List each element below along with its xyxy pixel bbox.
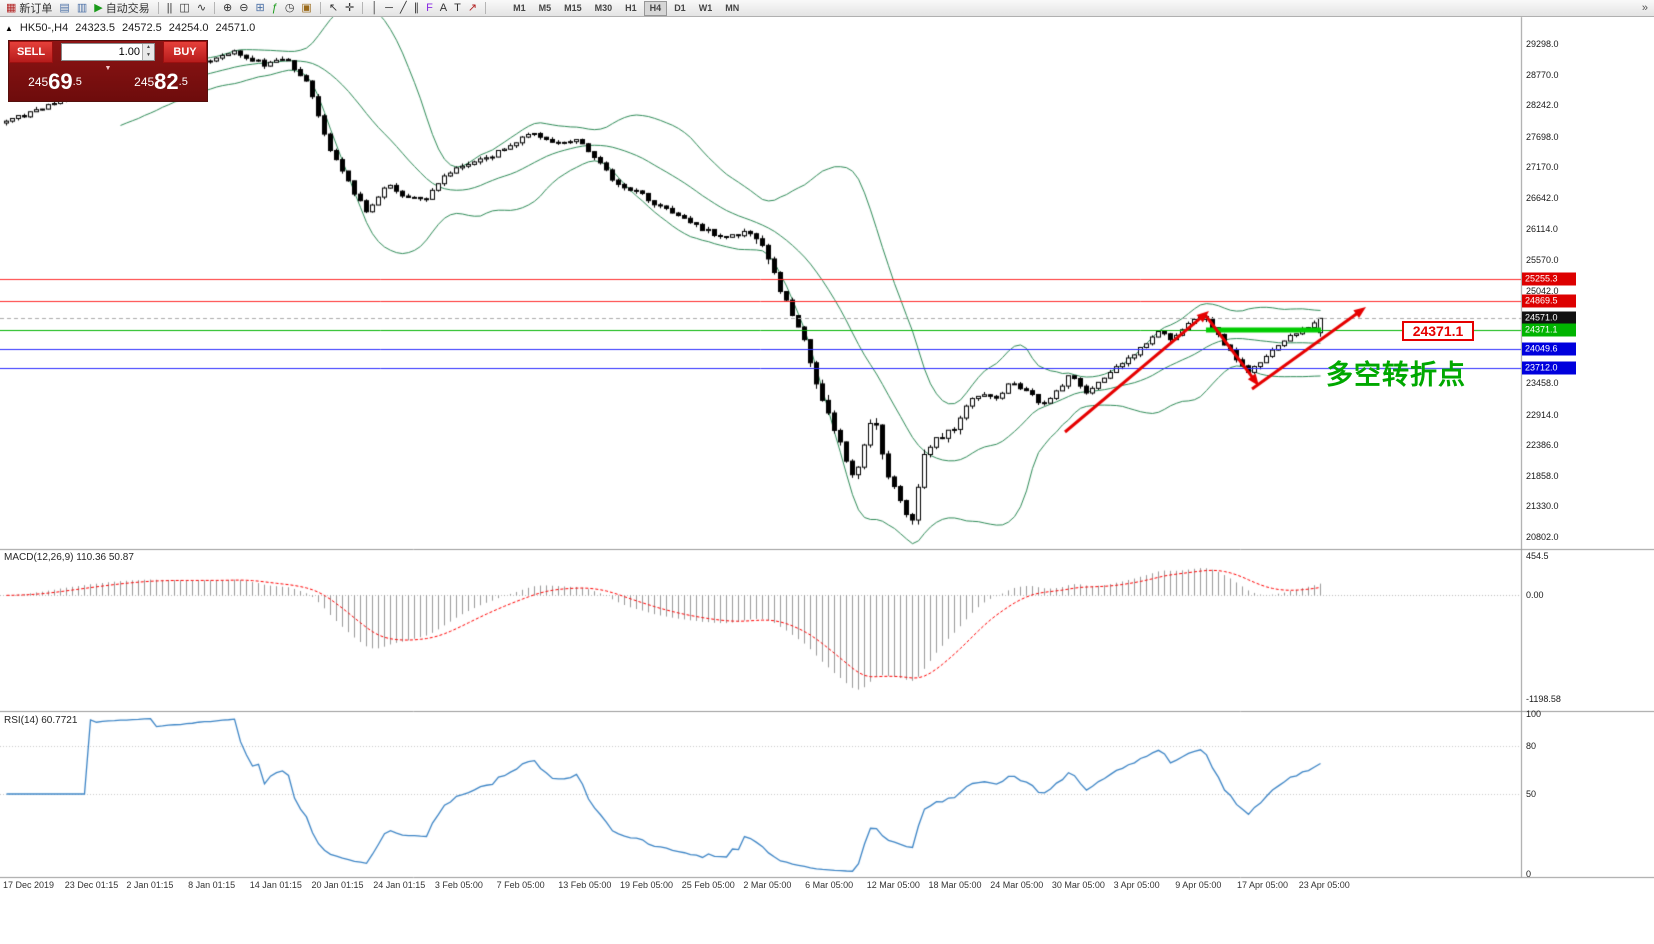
- vertical-line-icon[interactable]: │: [368, 1, 381, 16]
- main-toolbar: ▦ 新订单 ▤ ▥ ▶ 自动交易 || ◫ ∿ ⊕ ⊖ ⊞ ƒ ◷ ▣ ↖ ✛ │ ─ ╱ ∥ F A T ↗ M1 M5 M15 M3…: [0, 0, 1654, 17]
- label-icon[interactable]: T: [451, 1, 464, 16]
- chart-windows-icon[interactable]: ▤: [56, 1, 72, 16]
- toolbar-separator: [157, 2, 159, 14]
- ohlc-close-value: 24571.0: [215, 22, 256, 34]
- new-order-button-label: 新订单: [19, 3, 53, 15]
- trade-panel-dropdown-icon[interactable]: ▼: [104, 65, 112, 72]
- volume-spin-down-icon[interactable]: ▼: [143, 52, 154, 60]
- channel-icon[interactable]: ∥: [411, 1, 423, 16]
- fibonacci-icon[interactable]: F: [423, 1, 436, 16]
- zoom-in-icon: ⊕: [223, 1, 233, 14]
- profiles-icon: ▥: [76, 1, 88, 14]
- timeframe-m15-button[interactable]: M15: [564, 2, 582, 13]
- toolbar-separator: [214, 2, 216, 14]
- buy-button[interactable]: BUY: [163, 41, 207, 63]
- sell-price-big-digits: 69: [48, 69, 73, 94]
- trendline-icon: ╱: [399, 1, 407, 14]
- buy-price-fraction: .5: [178, 76, 188, 88]
- timeframe-m5-button[interactable]: M5: [538, 2, 552, 13]
- candles-chart-icon: ◫: [179, 1, 190, 14]
- channel-icon: ∥: [413, 1, 420, 14]
- crosshair-icon: ✛: [345, 1, 355, 14]
- ohlc-high-value: 24572.5: [121, 22, 162, 34]
- arrows-icon[interactable]: ↗: [465, 1, 480, 16]
- toolbar-more-icon[interactable]: »: [1641, 2, 1648, 14]
- periods-icon[interactable]: ◷: [282, 1, 298, 16]
- bars-chart-icon[interactable]: ||: [164, 1, 176, 16]
- toolbar-separator: [362, 2, 364, 14]
- tile-windows-icon[interactable]: ⊞: [252, 1, 267, 16]
- autotrading-button-label: 自动交易: [105, 3, 150, 15]
- crosshair-icon[interactable]: ✛: [342, 1, 357, 16]
- timeframe-m1-button[interactable]: M1: [513, 2, 526, 13]
- sell-price-fraction: .5: [72, 76, 82, 88]
- chart-windows-icon: ▤: [59, 1, 70, 14]
- volume-field[interactable]: 1.00 ▲ ▼: [61, 43, 155, 61]
- candles-chart-icon[interactable]: ◫: [176, 1, 192, 16]
- tile-windows-icon: ⊞: [255, 1, 265, 14]
- horizontal-line-icon: ─: [385, 1, 393, 14]
- ohlc-open-value: 24323.5: [75, 22, 115, 34]
- timeframe-h4-button[interactable]: H4: [643, 0, 668, 16]
- cursor-icon[interactable]: ↖: [326, 1, 341, 16]
- one-click-collapse-icon[interactable]: ▲: [5, 24, 13, 33]
- buy-price-prefix: 245: [134, 75, 155, 89]
- ohlc-low-value: 24254.0: [168, 22, 209, 34]
- macd-indicator-label: MACD(12,26,9) 110.36 50.87: [4, 552, 134, 563]
- indicators-icon[interactable]: ƒ: [269, 1, 281, 16]
- toolbar-separator: [485, 2, 487, 14]
- chart-ohlc-line: ▲ HK50-,H4 24323.5 24572.5 24254.0 24571…: [5, 22, 255, 35]
- volume-value[interactable]: 1.00: [118, 46, 140, 58]
- one-click-trade-panel: SELL 1.00 ▲ ▼ BUY 245 69.5 ▼ 245 82.5: [8, 40, 208, 102]
- profiles-icon[interactable]: ▥: [74, 1, 90, 16]
- autotrading-button[interactable]: ▶ 自动交易: [91, 1, 152, 16]
- buy-price[interactable]: 245 82.5: [115, 63, 207, 101]
- autotrading-icon: ▶: [94, 1, 103, 14]
- sell-price[interactable]: 245 69.5: [9, 63, 101, 101]
- periods-icon: ◷: [284, 1, 295, 14]
- buy-price-big-digits: 82: [154, 69, 179, 94]
- toolbar-separator: [319, 2, 321, 14]
- timeframe-w1-button[interactable]: W1: [698, 2, 713, 13]
- timeframe-mn-button[interactable]: MN: [725, 2, 740, 13]
- new-order-button[interactable]: ▦ 新订单: [3, 1, 55, 16]
- turning-point-label[interactable]: 多空转折点: [1326, 360, 1466, 390]
- timeframe-h1-button[interactable]: H1: [625, 2, 637, 13]
- new-order-icon: ▦: [6, 1, 17, 14]
- chart-symbol-label: HK50-,H4: [19, 22, 69, 34]
- timeframe-d1-button[interactable]: D1: [674, 2, 686, 13]
- bars-chart-icon: ||: [166, 1, 173, 14]
- horizontal-line-icon[interactable]: ─: [382, 1, 396, 16]
- arrows-icon: ↗: [467, 1, 478, 14]
- templates-icon: ▣: [301, 1, 312, 14]
- label-icon: T: [454, 1, 461, 14]
- vertical-line-icon: │: [371, 1, 379, 14]
- price-callout[interactable]: 24371.1: [1402, 321, 1474, 341]
- zoom-out-icon[interactable]: ⊖: [236, 1, 251, 16]
- trendline-icon[interactable]: ╱: [397, 1, 410, 16]
- timeframe-m30-button[interactable]: M30: [594, 2, 613, 13]
- line-chart-icon: ∿: [196, 1, 207, 14]
- zoom-in-icon[interactable]: ⊕: [220, 1, 235, 16]
- indicators-icon: ƒ: [271, 1, 278, 14]
- sell-button[interactable]: SELL: [9, 41, 53, 63]
- sell-price-prefix: 245: [28, 75, 49, 89]
- fibonacci-icon: F: [426, 1, 433, 14]
- line-chart-icon[interactable]: ∿: [194, 1, 209, 16]
- templates-icon[interactable]: ▣: [298, 1, 314, 16]
- cursor-icon: ↖: [328, 1, 339, 14]
- timeframe-group: M1 M5 M15 M30 H1 H4 D1 W1 MN: [507, 0, 745, 16]
- text-icon[interactable]: A: [437, 1, 450, 16]
- text-icon: A: [439, 1, 448, 14]
- zoom-out-icon: ⊖: [239, 1, 249, 14]
- volume-spin-up-icon[interactable]: ▲: [143, 44, 154, 52]
- rsi-indicator-label: RSI(14) 60.7721: [4, 715, 78, 726]
- volume-spinner[interactable]: ▲ ▼: [142, 44, 154, 60]
